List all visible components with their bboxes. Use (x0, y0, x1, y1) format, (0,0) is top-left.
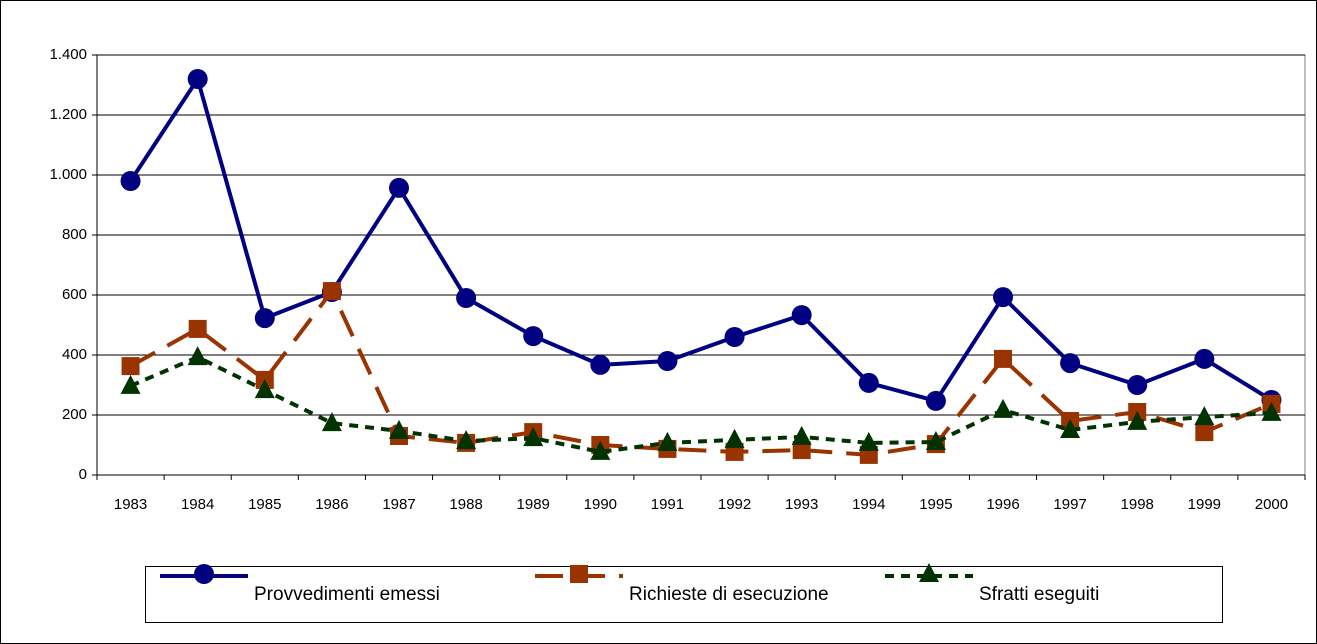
y-tick-label: 400 (62, 346, 87, 363)
data-point (121, 357, 140, 376)
x-tick-label: 1991 (651, 496, 684, 513)
x-tick-label: 1988 (449, 496, 482, 513)
data-point (858, 372, 879, 393)
data-point (858, 431, 879, 451)
x-tick-label: 2000 (1255, 496, 1288, 513)
legend-label: Richieste di esecuzione (629, 584, 829, 605)
y-tick-label: 800 (62, 226, 87, 243)
x-tick-label: 1984 (181, 496, 214, 513)
data-point (188, 319, 207, 338)
legend-marker (194, 564, 214, 584)
data-point (925, 431, 946, 450)
y-tick-label: 600 (62, 286, 87, 303)
data-point (724, 428, 745, 448)
data-point (993, 287, 1013, 308)
data-point (590, 354, 611, 375)
x-tick-label: 1993 (785, 496, 818, 513)
data-point (523, 326, 544, 347)
data-point (322, 282, 341, 301)
data-point (994, 349, 1012, 368)
data-point (1127, 410, 1148, 430)
data-point (1195, 423, 1214, 442)
data-point (120, 171, 141, 191)
x-tick-label: 1983 (114, 496, 147, 513)
data-point (254, 308, 275, 329)
data-point (1194, 406, 1215, 426)
y-tick-label: 200 (62, 406, 87, 423)
legend: Provvedimenti emessi Richieste di esecuzi… (160, 563, 1099, 605)
x-tick-label: 1985 (248, 496, 281, 513)
series-line (129, 287, 1273, 457)
data-point (389, 419, 409, 439)
data-point (791, 305, 812, 326)
y-tick-label: 1.200 (49, 106, 87, 123)
data-point (456, 288, 477, 308)
data-point (1261, 401, 1282, 421)
x-tick-label: 1999 (1188, 496, 1221, 513)
data-point (993, 398, 1013, 418)
data-point (792, 441, 811, 460)
x-tick-label: 1990 (584, 496, 617, 513)
x-tick-label: 1992 (718, 496, 751, 513)
x-tick-label: 1996 (986, 496, 1019, 513)
series-line (129, 354, 1272, 454)
data-point (925, 390, 946, 411)
x-tick-label: 1998 (1121, 496, 1154, 513)
legend-label: Provvedimenti emessi (254, 584, 440, 605)
data-point (1060, 419, 1081, 438)
y-tick-label: 1.400 (49, 46, 87, 63)
data-point (321, 412, 342, 432)
data-point (254, 379, 275, 399)
data-point (1127, 375, 1148, 395)
x-tick-label: 1994 (852, 496, 885, 513)
data-point (791, 425, 812, 445)
data-point (657, 351, 678, 371)
data-point (1060, 353, 1081, 374)
series-line (128, 74, 1273, 404)
legend-marker (570, 565, 588, 583)
data-point (187, 69, 208, 89)
y-tick-label: 1.000 (49, 166, 87, 183)
x-tick-label: 1986 (315, 496, 348, 513)
x-tick-label: 1997 (1053, 496, 1086, 513)
data-point (389, 177, 409, 198)
data-point (456, 430, 477, 450)
data-point (1194, 348, 1215, 369)
legend-box (145, 566, 1223, 623)
x-tick-label: 1995 (919, 496, 952, 513)
legend-marker (919, 563, 939, 582)
x-tick-label: 1989 (517, 496, 550, 513)
data-point (724, 327, 745, 347)
x-tick-label: 1987 (382, 496, 415, 513)
legend-label: Sfratti eseguiti (979, 584, 1099, 605)
data-point (590, 440, 611, 460)
data-point (657, 431, 678, 451)
y-tick-label: 0 (79, 466, 87, 483)
data-point (120, 374, 141, 394)
data-point (187, 346, 208, 366)
data-point (523, 427, 544, 447)
